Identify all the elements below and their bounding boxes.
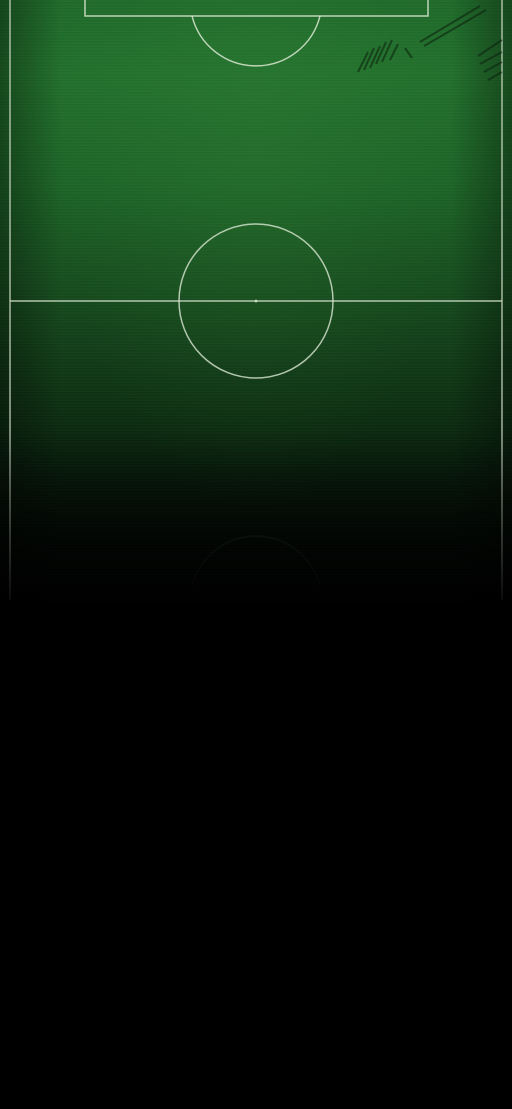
penalty-box	[84, 0, 429, 17]
pitch-fade-overlay	[0, 430, 512, 620]
centre-spot	[254, 299, 258, 303]
player-shadows	[357, 5, 503, 81]
penalty-arc	[191, 15, 321, 67]
centre-circle	[178, 223, 334, 379]
pitch-markings	[9, 0, 503, 600]
